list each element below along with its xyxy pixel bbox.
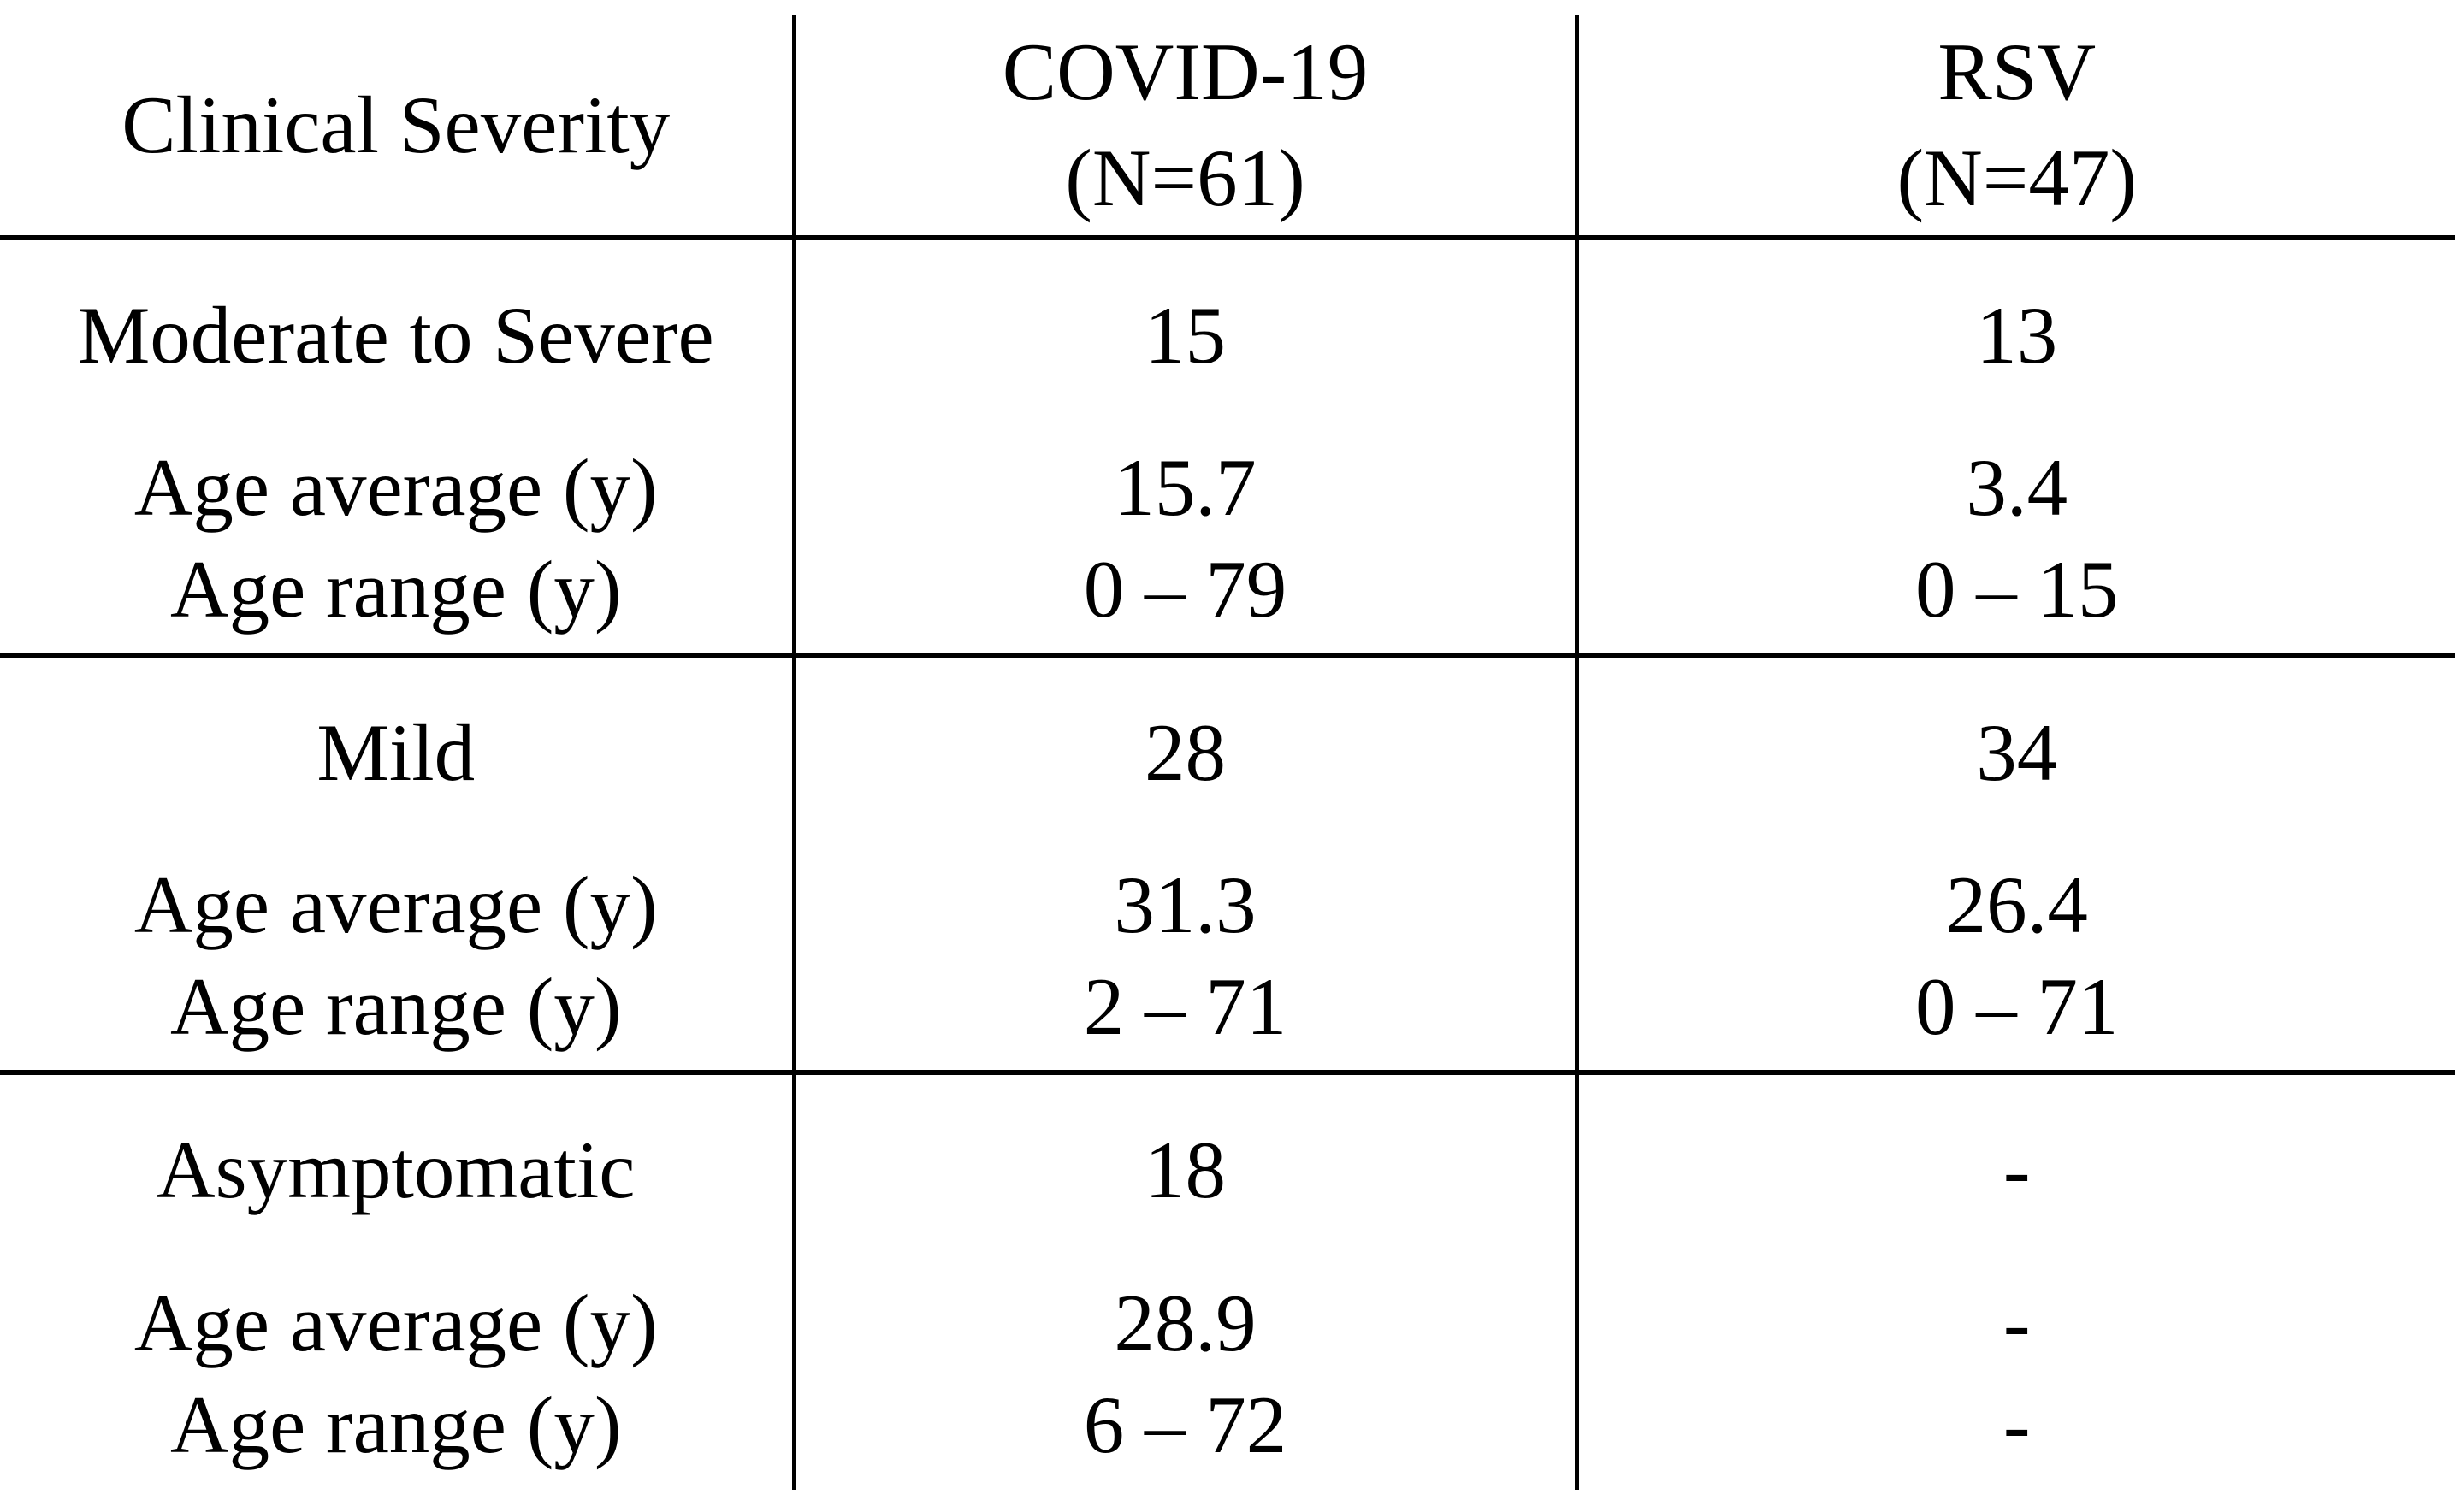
header-clinical-severity-label: Clinical Severity bbox=[121, 79, 671, 170]
asymptomatic-rsv-ages-cell: - - bbox=[1574, 1266, 2455, 1490]
moderate-severe-covid-ages-cell: 15.7 0 – 79 bbox=[791, 431, 1577, 658]
mild-rsv-ages-cell: 26.4 0 – 71 bbox=[1574, 848, 2455, 1075]
row-mild-ages: Age average (y) Age range (y) 31.3 2 – 7… bbox=[0, 848, 2455, 1075]
age-range-label: Age range (y) bbox=[169, 543, 622, 635]
age-range-label: Age range (y) bbox=[169, 960, 622, 1052]
mild-age-labels-cell: Age average (y) Age range (y) bbox=[0, 848, 794, 1075]
covid-age-average-value: 15.7 bbox=[1114, 441, 1257, 533]
header-rsv: RSV (N=47) bbox=[1574, 15, 2455, 240]
rsv-age-range-value: - bbox=[2002, 1379, 2031, 1470]
covid-age-range-value: 6 – 72 bbox=[1083, 1379, 1287, 1470]
age-average-label: Age average (y) bbox=[133, 859, 658, 950]
rsv-age-range-value: 0 – 15 bbox=[1915, 543, 2119, 635]
moderate-severe-rsv-count-cell: 13 bbox=[1574, 238, 2455, 431]
covid-age-range-value: 0 – 79 bbox=[1083, 543, 1287, 635]
rsv-age-average-value: 26.4 bbox=[1945, 859, 2088, 950]
header-covid19: COVID-19 (N=61) bbox=[791, 15, 1577, 240]
covid-age-average-value: 28.9 bbox=[1114, 1278, 1257, 1369]
header-covid19-n: (N=61) bbox=[1065, 132, 1305, 223]
header-rsv-title: RSV bbox=[1937, 27, 2097, 117]
header-covid19-title: COVID-19 bbox=[1002, 27, 1369, 117]
rsv-age-range-value: 0 – 71 bbox=[1915, 960, 2119, 1052]
asymptomatic-covid-ages-cell: 28.9 6 – 72 bbox=[791, 1266, 1577, 1490]
row-asymptomatic-count: Asymptomatic 18 - bbox=[0, 1072, 2455, 1266]
header-row: Clinical Severity COVID-19 (N=61) RSV (N… bbox=[0, 15, 2455, 240]
moderate-severe-rsv-ages-cell: 3.4 0 – 15 bbox=[1574, 431, 2455, 658]
asymptomatic-rsv-count-cell: - bbox=[1574, 1072, 2455, 1266]
mild-covid-count-cell: 28 bbox=[791, 655, 1577, 848]
covid-age-average-value: 31.3 bbox=[1114, 859, 1257, 950]
moderate-severe-covid-count-cell: 15 bbox=[791, 238, 1577, 431]
row-asymptomatic-ages: Age average (y) Age range (y) 28.9 6 – 7… bbox=[0, 1266, 2455, 1490]
mild-rsv-count-cell: 34 bbox=[1574, 655, 2455, 848]
mild-covid-ages-cell: 31.3 2 – 71 bbox=[791, 848, 1577, 1075]
age-range-label: Age range (y) bbox=[169, 1379, 622, 1470]
covid-age-range-value: 2 – 71 bbox=[1083, 960, 1287, 1052]
row-mild-count: Mild 28 34 bbox=[0, 655, 2455, 848]
moderate-severe-label-cell: Moderate to Severe bbox=[77, 290, 714, 381]
asymptomatic-covid-count-cell: 18 bbox=[791, 1072, 1577, 1266]
row-moderate-severe-count: Moderate to Severe 15 13 bbox=[0, 238, 2455, 431]
header-rsv-n: (N=47) bbox=[1896, 132, 2137, 223]
asymptomatic-label-cell: Asymptomatic bbox=[157, 1125, 636, 1216]
mild-label-cell: Mild bbox=[316, 707, 476, 799]
rsv-age-average-value: - bbox=[2002, 1278, 2031, 1369]
clinical-severity-table: Clinical Severity COVID-19 (N=61) RSV (N… bbox=[0, 15, 2455, 1490]
asymptomatic-age-labels-cell: Age average (y) Age range (y) bbox=[0, 1266, 794, 1490]
moderate-severe-age-labels-cell: Age average (y) Age range (y) bbox=[0, 431, 794, 658]
age-average-label: Age average (y) bbox=[133, 1278, 658, 1369]
row-moderate-severe-ages: Age average (y) Age range (y) 15.7 0 – 7… bbox=[0, 431, 2455, 658]
rsv-age-average-value: 3.4 bbox=[1966, 441, 2068, 533]
age-average-label: Age average (y) bbox=[133, 441, 658, 533]
header-clinical-severity: Clinical Severity bbox=[0, 15, 794, 240]
